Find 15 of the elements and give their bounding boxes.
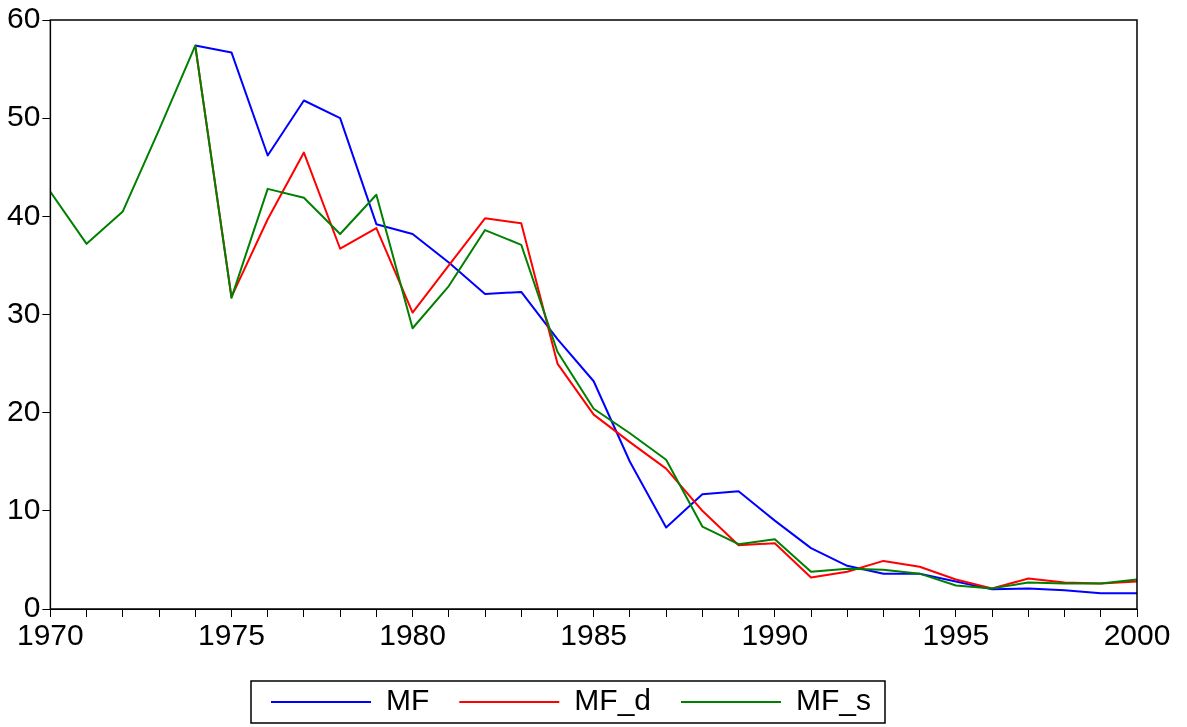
- y-tick-label: 50: [6, 99, 41, 133]
- legend-label: MF_s: [796, 683, 871, 717]
- legend-label: MF_d: [574, 683, 651, 717]
- y-tick-label: 40: [6, 197, 41, 231]
- x-tick-label: 2000: [1103, 618, 1171, 652]
- x-tick-label: 1995: [922, 618, 990, 652]
- x-tick-label: 1990: [741, 618, 809, 652]
- y-tick-label: 10: [6, 492, 41, 526]
- x-tick-label: 1975: [198, 618, 265, 652]
- legend-label: MF: [386, 683, 430, 717]
- y-tick-label: 20: [6, 393, 41, 427]
- y-tick-label: 30: [6, 295, 41, 329]
- x-tick-label: 1980: [379, 618, 446, 652]
- x-tick-label: 1985: [560, 618, 628, 652]
- y-tick-label: 60: [6, 1, 41, 35]
